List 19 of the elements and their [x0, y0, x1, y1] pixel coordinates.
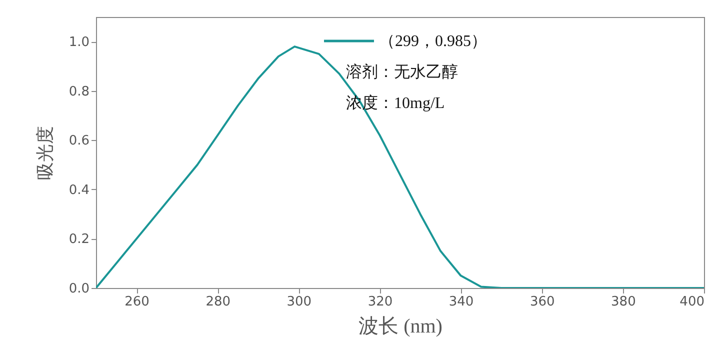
y-tick-label: 0.6 — [68, 134, 90, 149]
x-tick-label: 400 — [680, 294, 704, 310]
x-tick-label: 340 — [448, 294, 474, 310]
x-tick-label: 380 — [611, 294, 636, 310]
x-axis-title: 波长 (nm) — [358, 316, 442, 338]
y-tick-label: 0.2 — [68, 232, 90, 248]
y-tick-label: 1.0 — [68, 35, 90, 50]
annotation: 浓度：10mg/L — [346, 94, 445, 112]
x-tick-label: 360 — [530, 294, 555, 310]
x-tick-label: 260 — [124, 294, 150, 310]
x-tick-label: 320 — [368, 294, 393, 310]
y-tick-label: 0.0 — [68, 282, 90, 296]
annotation: 溶剂：无水乙醇 — [346, 63, 458, 81]
y-tick-label: 0.4 — [68, 182, 90, 198]
y-tick-label: 0.8 — [68, 84, 90, 100]
annotation: （299，0.985） — [379, 33, 487, 50]
x-tick-label: 300 — [286, 294, 312, 310]
x-tick-label: 280 — [206, 294, 231, 310]
y-axis-title: 吸光度 — [34, 126, 56, 180]
